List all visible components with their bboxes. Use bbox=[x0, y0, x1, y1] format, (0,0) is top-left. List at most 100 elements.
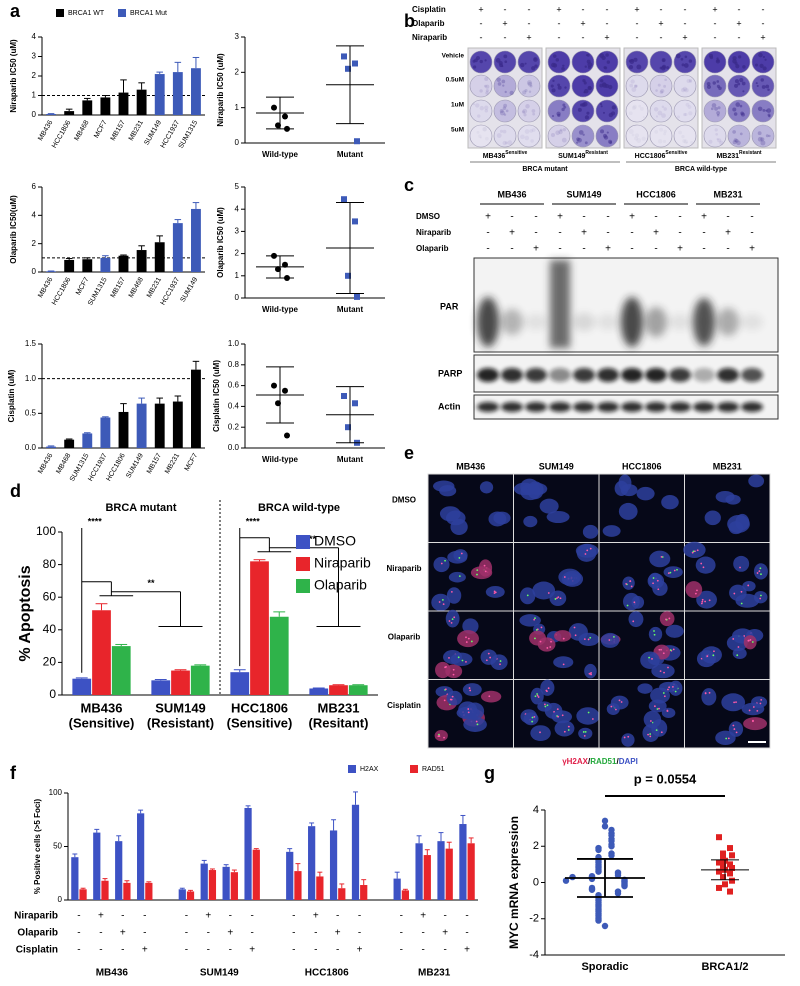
colony bbox=[762, 108, 766, 112]
colony bbox=[660, 88, 665, 94]
treatment-mark: + bbox=[502, 18, 507, 28]
bar bbox=[348, 685, 368, 695]
bar bbox=[118, 255, 129, 272]
focus bbox=[625, 583, 628, 585]
focus bbox=[669, 571, 672, 574]
treatment-mark: + bbox=[580, 18, 585, 28]
colony bbox=[552, 54, 557, 58]
colony bbox=[527, 80, 532, 86]
point bbox=[716, 868, 722, 875]
colony bbox=[661, 58, 666, 63]
colony bbox=[555, 130, 561, 136]
colony bbox=[662, 139, 667, 144]
blot-label: Actin bbox=[438, 401, 461, 411]
focus bbox=[534, 695, 537, 698]
error-bar bbox=[154, 679, 167, 681]
treatment-mark: - bbox=[582, 32, 585, 42]
colony bbox=[562, 103, 566, 107]
focus bbox=[487, 652, 490, 655]
x-tick-label: HCC1806 bbox=[105, 452, 126, 482]
treatment-mark: - bbox=[77, 911, 80, 922]
sd-bar bbox=[336, 386, 364, 444]
treatment-mark: - bbox=[465, 928, 468, 939]
bar bbox=[250, 561, 269, 695]
colony bbox=[680, 57, 684, 61]
well bbox=[625, 124, 649, 148]
nucleus bbox=[743, 717, 767, 731]
nucleus bbox=[446, 690, 463, 706]
band bbox=[717, 368, 739, 382]
treatment-mark: + bbox=[120, 928, 126, 939]
error-bar bbox=[174, 61, 182, 73]
colony bbox=[524, 129, 530, 134]
nucleus bbox=[523, 515, 538, 528]
treatment-mark: + bbox=[629, 212, 635, 223]
treatment-mark: - bbox=[229, 945, 232, 956]
legend-swatch bbox=[118, 9, 126, 17]
point bbox=[282, 261, 288, 268]
colony bbox=[557, 85, 562, 90]
error-bar bbox=[253, 559, 266, 562]
nucleus bbox=[453, 549, 468, 562]
colony bbox=[666, 66, 670, 70]
y-tick-label: 0.5 bbox=[25, 408, 37, 417]
colony bbox=[477, 114, 481, 118]
colony bbox=[484, 84, 487, 88]
focus bbox=[444, 688, 447, 691]
nucleus bbox=[539, 498, 559, 514]
colony bbox=[504, 141, 508, 145]
treatment-mark: + bbox=[98, 911, 104, 922]
significance-bracket bbox=[239, 528, 292, 667]
well bbox=[469, 124, 493, 148]
plate-name: SUM149 bbox=[558, 153, 585, 160]
nucleus bbox=[530, 725, 551, 742]
colony bbox=[525, 104, 530, 109]
point bbox=[727, 888, 733, 895]
error-bar bbox=[124, 880, 130, 883]
y-tick-label: 60 bbox=[43, 589, 57, 603]
treatment-mark: - bbox=[480, 32, 483, 42]
error-bar bbox=[331, 819, 337, 831]
focus bbox=[550, 640, 552, 643]
colony bbox=[523, 113, 527, 117]
colony bbox=[476, 130, 480, 134]
error-bar bbox=[233, 669, 246, 673]
sd-bar bbox=[577, 858, 633, 898]
y-tick-label: 4 bbox=[533, 804, 539, 816]
point bbox=[341, 393, 347, 399]
colony bbox=[485, 91, 489, 95]
focus bbox=[756, 709, 759, 712]
focus bbox=[554, 598, 557, 600]
y-tick-label: 0 bbox=[32, 110, 37, 119]
x-tick-label: MB231 bbox=[164, 452, 181, 475]
colony bbox=[532, 112, 536, 116]
treatment-mark: - bbox=[465, 911, 468, 922]
focus bbox=[467, 711, 470, 714]
point bbox=[716, 859, 722, 866]
focus bbox=[626, 604, 629, 607]
colony bbox=[502, 106, 507, 110]
colony bbox=[600, 79, 604, 83]
treatment-mark: + bbox=[533, 244, 539, 255]
treatment-label: Cisplatin bbox=[16, 945, 58, 956]
colony bbox=[585, 54, 588, 57]
well bbox=[673, 74, 697, 98]
colony bbox=[659, 127, 664, 132]
treatment-mark: - bbox=[762, 4, 765, 14]
focus bbox=[448, 657, 450, 659]
colony bbox=[686, 79, 691, 83]
well bbox=[493, 124, 517, 148]
band bbox=[669, 314, 691, 330]
band bbox=[477, 402, 499, 412]
group-label: MB436 bbox=[96, 968, 129, 979]
y-tick-label: 2 bbox=[533, 840, 539, 852]
x-tick-label: Mutant bbox=[337, 150, 364, 159]
colony bbox=[633, 84, 638, 89]
focus bbox=[494, 591, 497, 594]
separator: / bbox=[588, 757, 591, 766]
treatment-mark: - bbox=[185, 945, 188, 956]
focus bbox=[537, 696, 540, 698]
treatment-mark: - bbox=[207, 945, 210, 956]
focus bbox=[533, 716, 536, 718]
focus bbox=[672, 648, 675, 651]
